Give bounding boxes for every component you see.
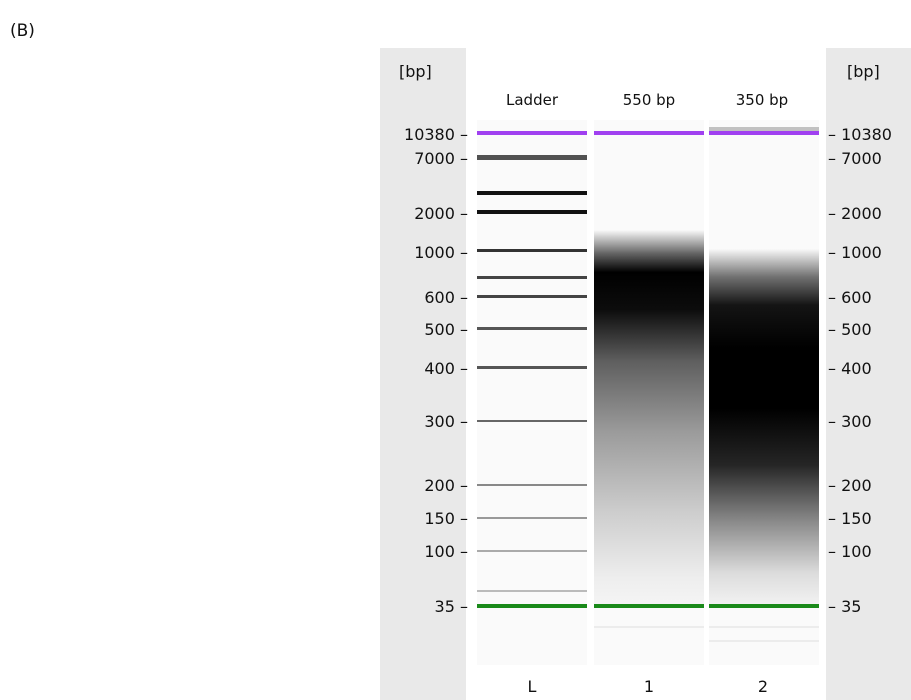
- right-tick-label-600: – 600: [828, 288, 872, 307]
- ladder-band-600: [477, 295, 587, 298]
- right-tick-label-7000: – 7000: [828, 149, 882, 168]
- right-tick-label-1000: – 1000: [828, 243, 882, 262]
- ladder-band-500: [477, 327, 587, 330]
- right-tick-label-2000: – 2000: [828, 204, 882, 223]
- left-tick-label-400: 400 –: [421, 359, 468, 378]
- right-tick-label-35: – 35: [828, 597, 861, 616]
- right-size-axis: – 10380 – 7000 – 2000 – 1000 – 600 – 500 – 400…: [828, 125, 892, 616]
- lane-header-1: 550 bp: [623, 91, 675, 109]
- right-tick-label-300: – 300: [828, 412, 872, 431]
- lane-footer-1: 1: [644, 677, 654, 696]
- left-tick-label-600: 600 –: [421, 288, 468, 307]
- ladder-band-400: [477, 366, 587, 369]
- left-tick-label-1000: 1000 –: [411, 243, 468, 262]
- lane-header-2: 350 bp: [736, 91, 788, 109]
- ladder-band-150: [477, 517, 587, 519]
- left-tick-label-7000: 7000 –: [411, 149, 468, 168]
- left-tick-label-200: 200 –: [421, 476, 468, 495]
- ladder-bands: [477, 155, 587, 592]
- left-tick-label-100: 100 –: [421, 542, 468, 561]
- ladder-band-300: [477, 420, 587, 422]
- right-tick-label-150: – 150: [828, 509, 872, 528]
- lane-1-smear: [594, 136, 704, 606]
- ladder-band-200: [477, 484, 587, 486]
- left-size-axis: 10380 – 7000 – 2000 – 1000 – 600 – 500 –…: [401, 125, 468, 616]
- right-tick-label-200: – 200: [828, 476, 872, 495]
- left-tick-label-300: 300 –: [421, 412, 468, 431]
- lane-footer-ladder: L: [528, 677, 537, 696]
- left-tick-label-500: 500 –: [421, 320, 468, 339]
- right-axis-panel: [826, 48, 911, 700]
- ladder-band-extra-1: [477, 191, 587, 195]
- ladder-band-1000: [477, 249, 587, 252]
- ladder-band-2000: [477, 210, 587, 214]
- right-tick-label-400: – 400: [828, 359, 872, 378]
- left-axis-unit: [bp]: [399, 62, 432, 81]
- right-tick-label-500: – 500: [828, 320, 872, 339]
- lane-ladder: [477, 120, 587, 665]
- right-tick-label-10380: – 10380: [828, 125, 892, 144]
- ladder-band-extra-3: [477, 590, 587, 592]
- left-tick-label-2000: 2000 –: [411, 204, 468, 223]
- panel-label: (B): [10, 21, 35, 41]
- lane-header-ladder: Ladder: [506, 91, 559, 109]
- left-tick-label-150: 150 –: [421, 509, 468, 528]
- left-tick-label-10380: 10380 –: [401, 125, 468, 144]
- left-tick-label-35: 35 –: [431, 597, 468, 616]
- right-axis-unit: [bp]: [847, 62, 880, 81]
- lane-2-smear: [709, 136, 819, 606]
- ladder-band-extra-2: [477, 276, 587, 279]
- right-tick-label-100: – 100: [828, 542, 872, 561]
- faint-artifacts: [594, 626, 819, 642]
- lane-2-upper-shadow: [709, 127, 819, 131]
- lane-footer-2: 2: [758, 677, 768, 696]
- lower-marker: [477, 604, 819, 608]
- left-axis-panel: [380, 48, 466, 700]
- ladder-band-7000: [477, 155, 587, 160]
- upper-marker: [477, 131, 819, 135]
- ladder-band-100: [477, 550, 587, 552]
